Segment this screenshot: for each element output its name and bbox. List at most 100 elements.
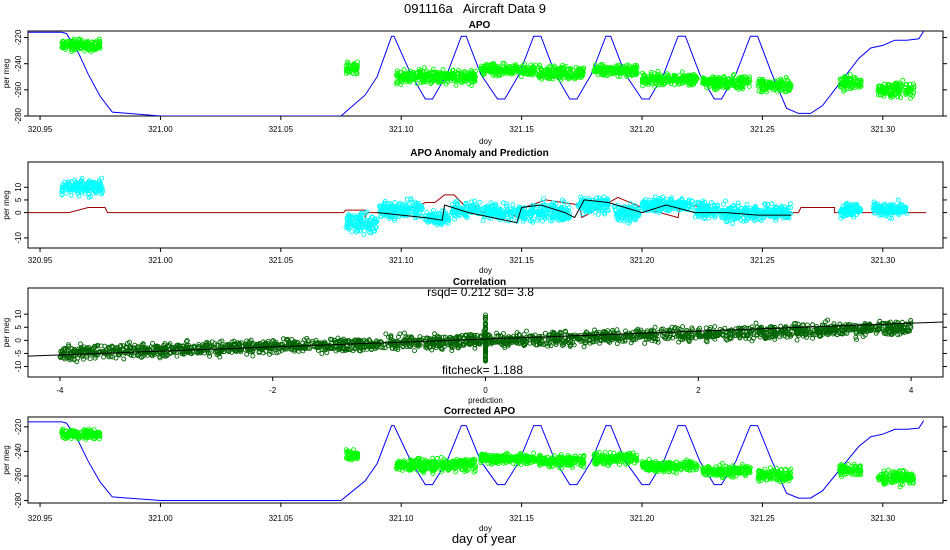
data-point [486, 68, 492, 74]
data-point [75, 45, 81, 51]
data-point [598, 202, 604, 208]
data-point [775, 86, 781, 92]
data-point [701, 80, 707, 85]
data-point [513, 62, 518, 68]
data-point [424, 210, 430, 215]
data-point [556, 68, 562, 74]
data-point [744, 80, 750, 86]
data-point [76, 193, 82, 199]
y-tick-label: -10 [14, 360, 23, 372]
data-point [740, 83, 746, 89]
data-point [641, 206, 647, 212]
data-point [319, 351, 325, 357]
data-point [215, 349, 221, 355]
data-point [157, 355, 163, 361]
data-point [730, 221, 735, 226]
data-point [608, 71, 614, 77]
data-point [739, 208, 745, 214]
data-point [397, 204, 403, 210]
data-point [478, 66, 484, 72]
data-point [98, 190, 104, 196]
data-point [686, 82, 692, 88]
data-point [889, 215, 895, 221]
data-point [532, 62, 538, 68]
data-point [708, 83, 714, 89]
data-point [843, 212, 849, 218]
data-point [712, 324, 718, 330]
data-point [497, 207, 503, 213]
data-point [710, 81, 716, 87]
data-point [435, 79, 441, 85]
data-point [847, 72, 853, 78]
data-point [712, 206, 718, 212]
data-point [727, 206, 733, 212]
data-point [669, 77, 675, 83]
data-point [647, 197, 652, 203]
data-point [749, 211, 754, 217]
data-point [59, 187, 65, 193]
data-point [678, 200, 684, 206]
data-point [404, 209, 409, 215]
data-point [572, 71, 578, 77]
x-tick-label: 321.25 [750, 125, 775, 134]
data-point [449, 348, 455, 353]
data-point [876, 203, 882, 209]
data-point [443, 213, 449, 219]
data-point [846, 209, 852, 215]
data-point [872, 210, 878, 216]
data-point [350, 63, 356, 69]
data-point [757, 78, 763, 84]
data-point [550, 213, 556, 219]
data-point [555, 216, 560, 222]
x-tick-label: 4 [909, 386, 914, 395]
data-point [773, 204, 779, 210]
data-point [500, 213, 506, 219]
data-point [558, 77, 564, 83]
data-point [559, 73, 565, 79]
data-point [86, 194, 92, 200]
data-point [419, 206, 425, 212]
data-point [884, 212, 889, 218]
x-tick-label: 0 [483, 386, 488, 395]
data-point [78, 45, 84, 51]
data-point [789, 332, 794, 337]
data-point [453, 82, 459, 88]
data-point [77, 36, 83, 42]
data-point [536, 215, 541, 221]
data-point [643, 76, 649, 82]
data-point [385, 213, 391, 219]
data-point [729, 216, 735, 222]
data-point [596, 195, 602, 201]
data-point [722, 213, 728, 219]
data-point [710, 210, 715, 216]
x-tick-label: 321.05 [269, 125, 294, 134]
data-point [455, 67, 461, 73]
data-point [886, 85, 892, 90]
data-point [741, 76, 747, 82]
data-point [463, 201, 469, 207]
data-point [753, 217, 759, 223]
data-point [846, 209, 852, 215]
data-point [778, 204, 784, 210]
x-tick-label: 321.20 [630, 256, 655, 265]
data-point [348, 213, 354, 219]
data-point [404, 72, 410, 78]
data-point [585, 206, 591, 212]
data-point [779, 79, 785, 85]
data-point [684, 206, 690, 212]
data-point [428, 81, 434, 87]
x-tick-label: -4 [56, 386, 64, 395]
data-point [488, 200, 494, 206]
x-tick-label: 321.10 [389, 256, 414, 265]
panel-title: Correlation [453, 277, 506, 288]
data-point [624, 208, 630, 214]
data-point [889, 91, 895, 97]
plot-area [28, 175, 927, 238]
data-point [729, 80, 735, 86]
data-point [529, 218, 535, 224]
data-point [421, 65, 427, 71]
data-point [501, 214, 507, 220]
data-point [624, 74, 630, 80]
panel-title: APO [469, 20, 491, 31]
data-point [522, 216, 528, 222]
